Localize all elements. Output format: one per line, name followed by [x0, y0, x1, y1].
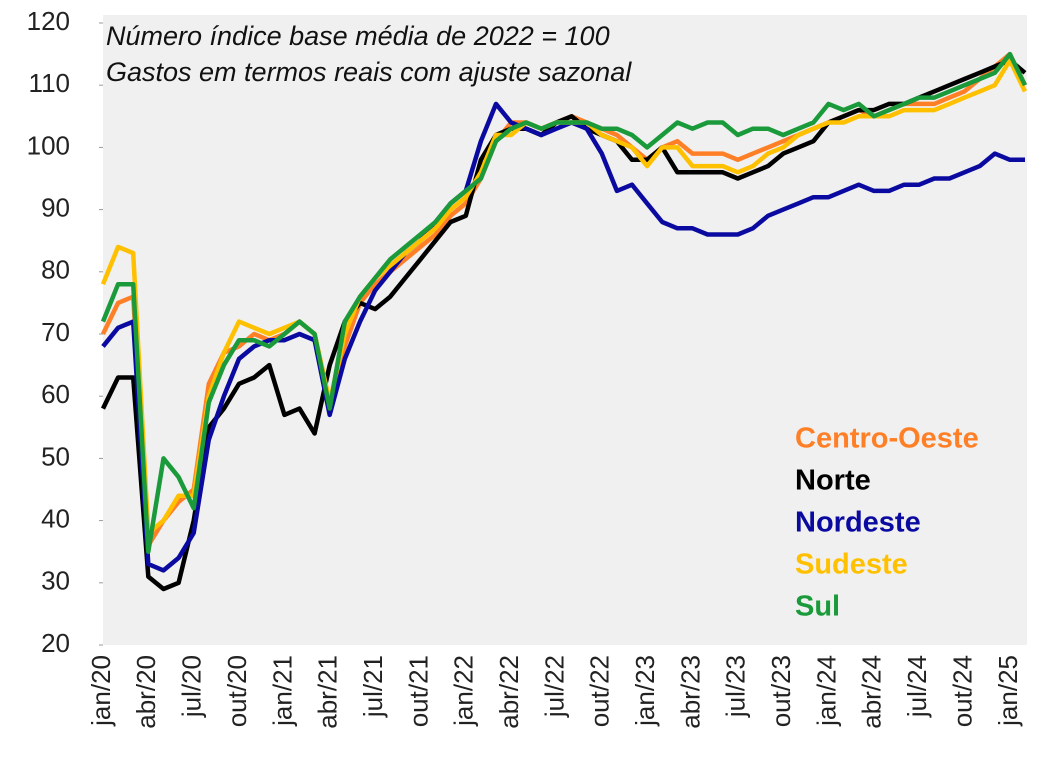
annotation: Número índice base média de 2022 = 100	[106, 21, 610, 51]
x-tick-label: abr/23	[675, 655, 705, 729]
x-tick-label: jul/23	[721, 655, 751, 718]
y-tick-label: 20	[41, 628, 70, 658]
y-tick-label: 110	[29, 68, 70, 98]
x-tick-label: abr/22	[494, 655, 524, 729]
x-tick-label: jul/20	[177, 655, 207, 718]
series-line	[100, 58, 1027, 592]
y-tick-label: 80	[41, 255, 70, 285]
y-tick-label: 70	[41, 317, 70, 347]
x-tick-label: jan/24	[811, 655, 841, 727]
x-tick-label: out/20	[222, 655, 252, 727]
y-tick-label: 120	[27, 6, 70, 36]
y-tick-label: 100	[27, 130, 70, 160]
x-tick-label: abr/24	[857, 655, 887, 729]
y-tick-label: 50	[41, 441, 70, 471]
x-tick-label: abr/20	[131, 655, 161, 729]
y-tick-label: 40	[41, 503, 70, 533]
x-tick-label: jul/22	[539, 655, 569, 718]
x-tick-label: jan/22	[449, 655, 479, 727]
x-tick-label: jan/21	[267, 655, 297, 727]
x-tick-label: out/23	[766, 655, 796, 727]
x-tick-label: jan/20	[86, 655, 116, 727]
series-line	[100, 51, 1028, 554]
x-tick-label: out/21	[403, 655, 433, 727]
x-tick-label: out/24	[947, 655, 977, 727]
legend-label: Sudeste	[795, 549, 908, 581]
x-tick-label: jan/23	[630, 655, 660, 727]
legend-label: Norte	[795, 465, 871, 497]
series-line	[101, 101, 1025, 573]
y-tick-label: 60	[41, 379, 70, 409]
x-tick-label: out/22	[585, 655, 615, 727]
legend-label: Nordeste	[795, 507, 921, 539]
annotation: Gastos em termos reais com ajuste sazona…	[106, 57, 632, 87]
x-tick-label: abr/21	[313, 655, 343, 729]
x-tick-label: jan/25	[993, 655, 1023, 727]
legend-label: Sul	[795, 591, 840, 623]
legend-label: Centro-Oeste	[795, 423, 979, 455]
x-tick-label: jul/21	[358, 655, 388, 718]
y-tick-label: 90	[41, 192, 70, 222]
y-tick-label: 30	[41, 566, 70, 596]
x-tick-label: jul/24	[902, 655, 932, 718]
